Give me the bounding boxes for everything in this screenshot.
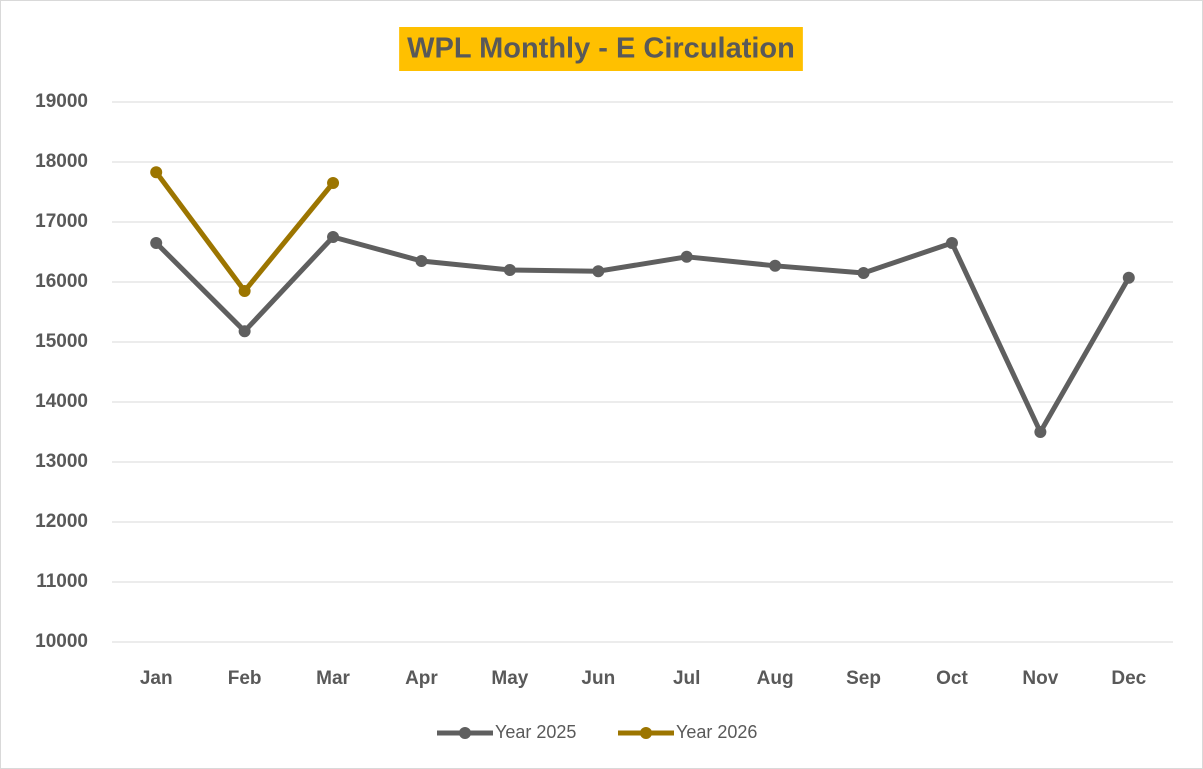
x-tick-label: May xyxy=(491,668,528,689)
x-tick-label: Jul xyxy=(673,668,700,689)
data-point xyxy=(238,325,251,338)
y-tick-label: 19000 xyxy=(35,91,88,112)
y-tick-label: 16000 xyxy=(35,271,88,292)
legend-label: Year 2025 xyxy=(495,722,576,742)
y-tick-label: 17000 xyxy=(35,211,88,232)
legend-label: Year 2026 xyxy=(676,722,757,742)
data-point xyxy=(415,255,428,267)
x-tick-label: Apr xyxy=(405,668,438,689)
x-tick-label: Nov xyxy=(1022,668,1058,689)
x-tick-label: Feb xyxy=(228,668,262,689)
y-tick-label: 14000 xyxy=(35,391,88,412)
series-line xyxy=(154,234,1131,435)
x-tick-label: Jan xyxy=(140,668,173,689)
data-point xyxy=(1122,271,1135,284)
x-tick-label: Jun xyxy=(581,668,615,689)
data-point xyxy=(238,285,251,297)
x-tick-label: Oct xyxy=(936,668,968,689)
y-tick-label: 10000 xyxy=(35,631,88,652)
y-tick-label: 12000 xyxy=(35,511,88,532)
x-tick-label: Aug xyxy=(757,668,794,689)
data-point xyxy=(327,177,340,189)
data-point xyxy=(150,237,163,249)
x-tick-label: Sep xyxy=(846,668,881,689)
chart-title: WPL Monthly - E Circulation xyxy=(407,33,795,65)
legend-marker xyxy=(459,727,471,739)
y-tick-label: 11000 xyxy=(36,571,88,592)
data-point xyxy=(150,166,163,179)
data-point xyxy=(945,237,958,249)
y-tick-label: 15000 xyxy=(35,331,88,352)
data-point xyxy=(769,259,782,272)
y-tick-label: 18000 xyxy=(35,151,88,172)
data-point xyxy=(1034,426,1047,438)
title-background xyxy=(399,27,803,71)
legend-marker xyxy=(640,727,652,739)
x-tick-label: Mar xyxy=(316,668,350,689)
data-point xyxy=(592,265,605,278)
data-point xyxy=(680,250,693,263)
data-point xyxy=(503,264,516,276)
y-tick-label: 13000 xyxy=(35,451,88,472)
data-point xyxy=(857,267,870,279)
data-point xyxy=(327,231,340,243)
x-tick-label: Dec xyxy=(1111,668,1146,689)
